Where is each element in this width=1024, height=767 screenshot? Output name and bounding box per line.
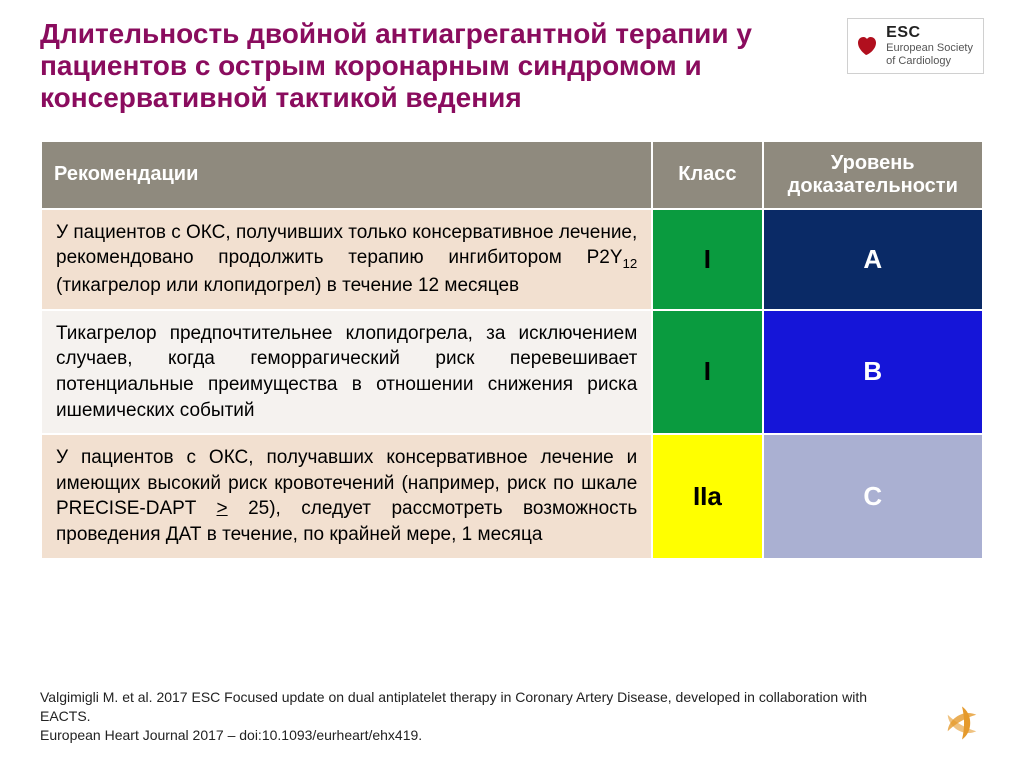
class-cell: I — [652, 310, 762, 435]
citation: Valgimigli M. et al. 2017 ESC Focused up… — [40, 688, 920, 745]
recommendation-cell: У пациентов с ОКС, получивших только кон… — [41, 209, 652, 310]
recommendation-cell: Тикагрелор предпочтительнее клопидогрела… — [41, 310, 652, 435]
col-header-klass: Класс — [652, 141, 762, 209]
recommendation-cell: У пациентов с ОКС, получавших консервати… — [41, 434, 652, 559]
table-row: У пациентов с ОКС, получивших только кон… — [41, 209, 983, 310]
esc-line1: European Society — [886, 42, 973, 55]
esc-logo: ESC European Society of Cardiology — [847, 18, 984, 74]
evidence-level-cell: A — [763, 209, 983, 310]
evidence-level-cell: C — [763, 434, 983, 559]
evidence-level-cell: B — [763, 310, 983, 435]
col-header-rec: Рекомендации — [41, 141, 652, 209]
page-title: Длительность двойной антиагрегантной тер… — [40, 18, 810, 115]
esc-line2: of Cardiology — [886, 55, 973, 68]
col-header-level: Уровень доказательности — [763, 141, 983, 209]
company-logo-icon — [940, 701, 984, 745]
class-cell: IIa — [652, 434, 762, 559]
heart-icon — [854, 34, 878, 58]
table-row: У пациентов с ОКС, получавших консервати… — [41, 434, 983, 559]
class-cell: I — [652, 209, 762, 310]
citation-line2: European Heart Journal 2017 – doi:10.109… — [40, 727, 422, 743]
recommendations-table: Рекомендации Класс Уровень доказательнос… — [40, 140, 984, 560]
esc-abbr: ESC — [886, 23, 973, 42]
table-row: Тикагрелор предпочтительнее клопидогрела… — [41, 310, 983, 435]
citation-line1: Valgimigli M. et al. 2017 ESC Focused up… — [40, 689, 867, 724]
